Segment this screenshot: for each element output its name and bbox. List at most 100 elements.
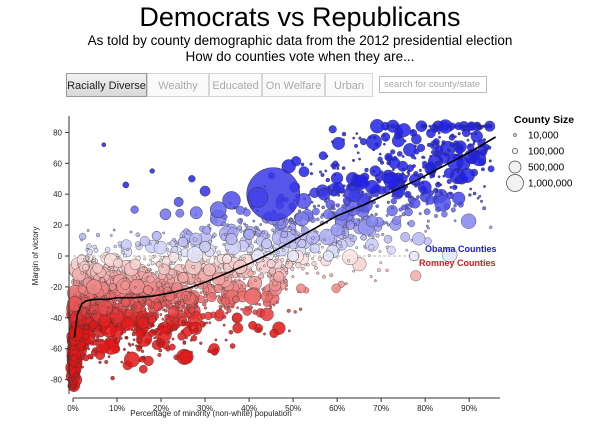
y-axis-label: Margin of victory — [31, 227, 40, 286]
x-tick-label: 0% — [67, 404, 79, 413]
county-bubble — [175, 243, 179, 247]
county-bubble — [131, 307, 135, 312]
legend-size-label: 500,000 — [528, 163, 565, 174]
tab-wealthy[interactable]: Wealthy — [147, 73, 209, 97]
county-bubble — [121, 297, 131, 307]
county-bubble — [457, 167, 461, 171]
trend-line — [73, 136, 497, 339]
county-bubble — [317, 204, 321, 208]
county-bubble — [386, 223, 390, 227]
county-bubble — [283, 279, 288, 283]
county-bubble — [428, 124, 432, 128]
county-bubble — [317, 256, 322, 261]
county-bubble — [342, 249, 358, 266]
county-bubble — [96, 233, 100, 238]
legend-romney-label: Romney Counties — [419, 258, 496, 268]
county-bubble — [368, 195, 372, 199]
county-bubble — [330, 204, 334, 208]
county-bubble — [92, 347, 98, 353]
county-bubble — [291, 275, 295, 278]
county-bubble — [332, 136, 345, 150]
county-bubble — [397, 123, 411, 137]
county-bubble — [98, 360, 102, 364]
county-bubble — [92, 310, 96, 314]
county-bubble — [339, 244, 343, 248]
county-bubble — [101, 142, 107, 148]
county-bubble — [96, 300, 99, 304]
county-bubble — [377, 186, 387, 195]
county-bubble — [186, 246, 204, 263]
county-bubble — [97, 300, 113, 316]
county-bubble — [407, 169, 411, 173]
county-bubble — [266, 293, 270, 297]
county-bubble — [151, 272, 155, 275]
county-bubble — [386, 124, 390, 128]
county-bubble — [82, 333, 90, 340]
county-bubble — [167, 242, 171, 246]
tab-urban[interactable]: Urban — [325, 73, 373, 97]
county-bubble — [257, 228, 260, 232]
county-bubble — [305, 271, 309, 275]
county-bubble — [213, 283, 223, 293]
county-bubble — [429, 154, 433, 158]
county-search-input[interactable] — [379, 76, 487, 93]
county-bubble — [473, 152, 480, 158]
county-bubble — [422, 124, 426, 128]
county-bubble — [337, 193, 341, 197]
county-bubble — [154, 328, 159, 333]
tab-educated[interactable]: Educated — [209, 73, 262, 97]
county-bubble — [441, 142, 445, 146]
county-bubble — [355, 246, 359, 250]
county-bubble — [148, 242, 152, 246]
county-bubble — [71, 384, 75, 388]
county-bubble — [159, 286, 164, 291]
county-bubble — [356, 151, 360, 155]
county-bubble — [195, 304, 199, 308]
y-tick-label: -80 — [50, 376, 62, 385]
county-bubble — [386, 205, 398, 217]
county-bubble — [225, 233, 238, 245]
county-bubble — [417, 180, 432, 195]
metric-tab-bar: Racially Diverse Wealthy Educated On Wel… — [66, 73, 490, 99]
county-bubble — [158, 342, 164, 348]
county-bubble — [174, 300, 178, 304]
county-bubble — [184, 294, 188, 299]
county-bubble — [368, 244, 375, 251]
county-bubble — [353, 173, 356, 177]
county-bubble — [403, 143, 417, 157]
county-bubble — [196, 277, 201, 282]
county-bubble — [113, 337, 121, 345]
county-bubble — [391, 206, 394, 210]
county-bubble — [168, 343, 176, 351]
county-bubble — [263, 332, 266, 336]
county-bubble — [437, 175, 441, 179]
county-bubble — [129, 278, 145, 295]
county-bubble — [206, 259, 210, 264]
county-bubble — [352, 158, 355, 162]
county-bubble — [111, 318, 115, 321]
county-bubble — [189, 338, 193, 342]
county-bubble — [104, 295, 108, 298]
county-bubble — [330, 172, 344, 185]
county-bubble — [233, 278, 237, 282]
tab-on-welfare[interactable]: On Welfare — [262, 73, 325, 97]
county-bubble — [260, 290, 273, 303]
county-bubble — [364, 167, 369, 173]
county-bubble — [142, 333, 146, 337]
county-bubble — [381, 232, 385, 237]
county-bubble — [89, 320, 98, 330]
county-bubble — [120, 280, 130, 290]
county-bubble — [150, 261, 155, 266]
county-bubble — [170, 327, 174, 331]
county-bubble — [392, 215, 402, 225]
county-bubble — [293, 310, 297, 314]
county-bubble — [177, 332, 186, 341]
county-bubble — [117, 301, 121, 305]
county-bubble — [187, 281, 190, 284]
tab-racially-diverse[interactable]: Racially Diverse — [66, 73, 147, 97]
county-bubble — [82, 326, 85, 329]
county-bubble — [322, 250, 334, 262]
county-bubble — [133, 285, 137, 289]
county-bubble — [482, 138, 486, 142]
county-bubble — [296, 283, 306, 294]
